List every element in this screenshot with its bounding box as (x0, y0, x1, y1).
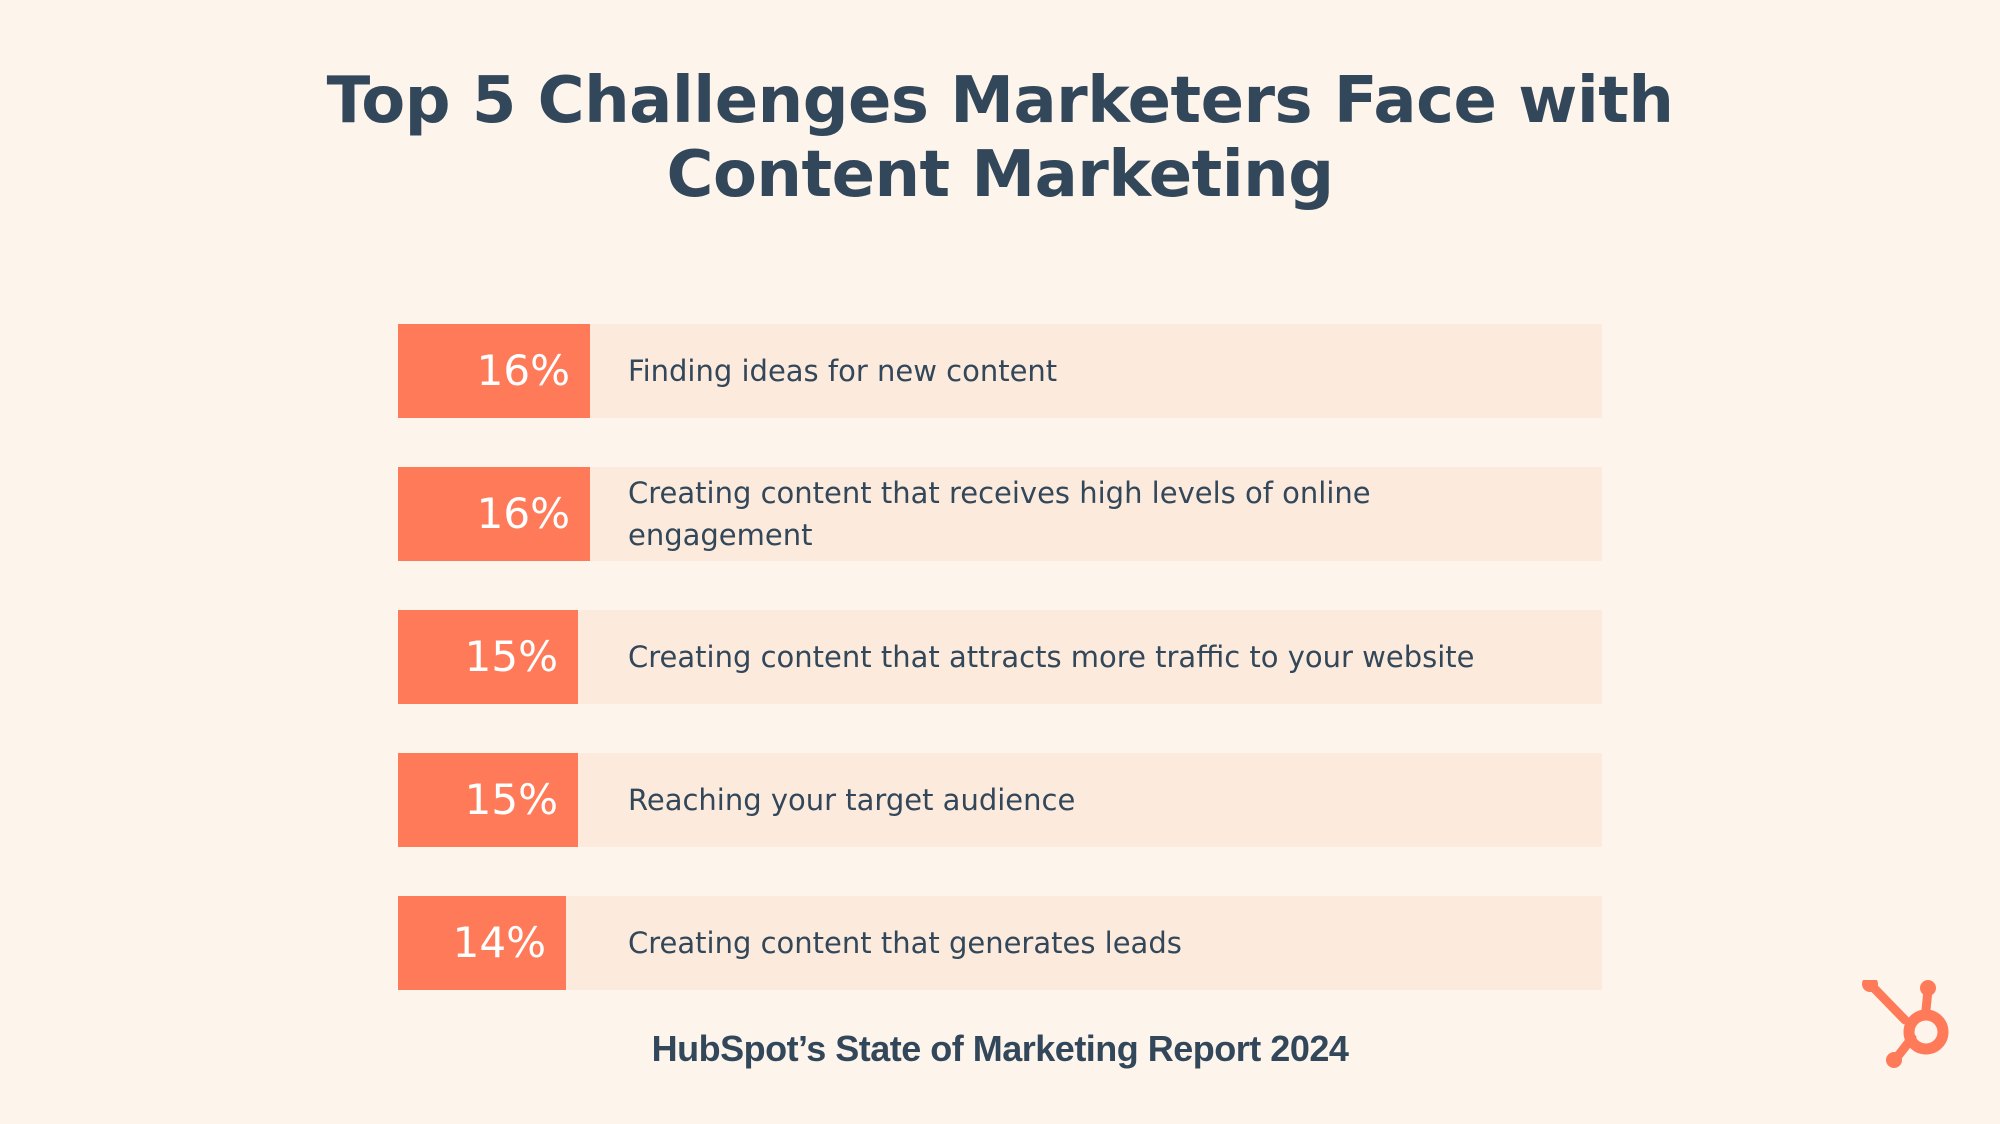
bar-row: 16% Creating content that receives high l… (398, 467, 1602, 561)
bar-value-label: 15% (464, 775, 558, 824)
bar-row: 14% Creating content that generates leads (398, 896, 1602, 990)
source-credit: HubSpot’s State of Marketing Report 2024 (651, 1028, 1349, 1069)
bar-category-label: Creating content that generates leads (628, 926, 1182, 960)
hubspot-sprocket-logo (1860, 976, 1960, 1080)
bar-category-label: Reaching your target audience (628, 783, 1076, 817)
bar-category-label: Creating content that attracts more traf… (628, 640, 1475, 674)
bar (398, 467, 590, 561)
bar-category-label: Creating content that receives high leve… (628, 476, 1371, 552)
bar (398, 610, 578, 704)
bar-value-label: 16% (476, 346, 570, 395)
chart-title-line-1: Top 5 Challenges Marketers Face with (326, 64, 1674, 138)
bar-category-label: Finding ideas for new content (628, 354, 1058, 388)
bar-value-label: 16% (476, 489, 570, 538)
bar (398, 753, 578, 847)
bar (398, 896, 566, 990)
chart-title: Top 5 Challenges Marketers Face with Con… (300, 64, 1700, 212)
bar-row: 16% Finding ideas for new content (398, 324, 1602, 418)
bar-row: 15% Reaching your target audience (398, 753, 1602, 847)
chart-title-line-2: Content Marketing (666, 138, 1334, 212)
bar-value-label: 15% (464, 632, 558, 681)
bar-value-label: 14% (452, 918, 546, 967)
bar (398, 324, 590, 418)
bar-row: 15% Creating content that attracts more t… (398, 610, 1602, 704)
